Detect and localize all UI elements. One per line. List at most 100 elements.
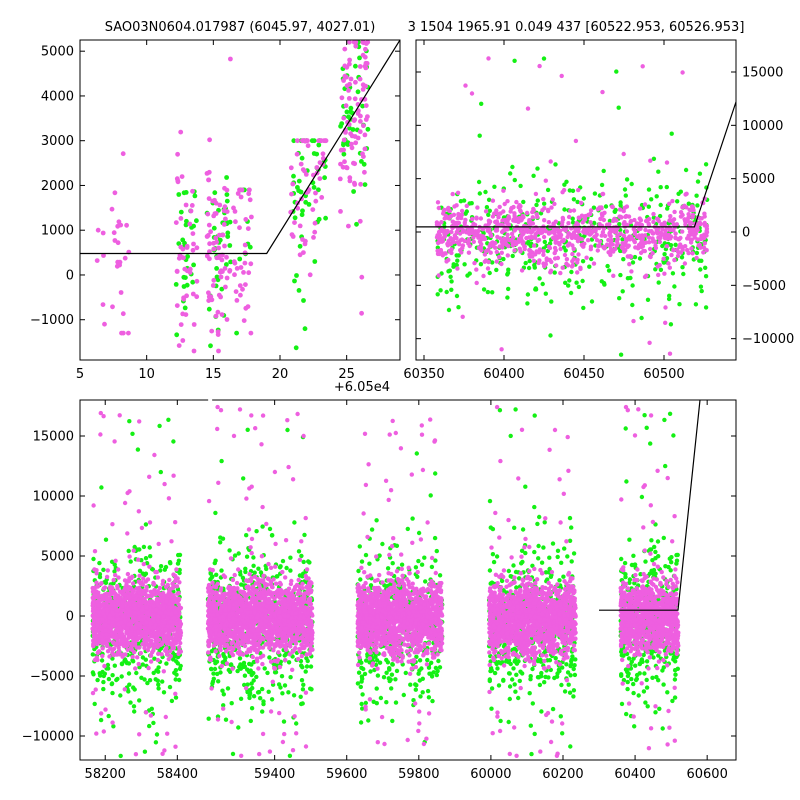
pink-point xyxy=(136,661,141,667)
pink-point xyxy=(642,274,648,280)
pink-point xyxy=(618,231,623,236)
green-point xyxy=(355,89,361,95)
green-point xyxy=(438,288,443,293)
pink-point xyxy=(174,567,179,572)
pink-point xyxy=(512,213,517,219)
pink-point xyxy=(160,751,165,756)
pink-point xyxy=(524,210,530,216)
green-point xyxy=(280,558,286,564)
pink-point xyxy=(667,351,673,356)
pink-point xyxy=(322,138,328,144)
pink-point xyxy=(320,156,326,161)
pink-point xyxy=(689,204,695,209)
y-tick-label: −10000 xyxy=(742,332,794,347)
pink-point xyxy=(347,175,353,181)
pink-point xyxy=(339,95,345,101)
pink-point xyxy=(173,595,178,601)
pink-point xyxy=(567,241,572,246)
pink-point xyxy=(506,214,511,219)
y-tick-label: 2000 xyxy=(41,179,74,194)
pink-point xyxy=(672,209,677,215)
pink-point xyxy=(161,594,166,599)
pink-point xyxy=(445,228,450,234)
pink-point xyxy=(337,176,343,182)
pink-point xyxy=(310,207,316,213)
green-point xyxy=(291,693,297,698)
left-title: SAO03N0604.017987 (6045.97, 4027.01) xyxy=(105,20,376,35)
pink-point xyxy=(110,522,115,527)
pink-point xyxy=(600,89,605,95)
green-point xyxy=(448,274,453,279)
green-point xyxy=(300,687,306,692)
pink-point xyxy=(233,219,238,225)
pink-point xyxy=(474,216,479,221)
pink-point xyxy=(594,238,600,243)
pink-point xyxy=(566,214,572,220)
green-point xyxy=(537,276,542,281)
green-point xyxy=(591,205,597,210)
pink-point xyxy=(657,262,662,268)
axes-frame xyxy=(79,39,401,361)
pink-point xyxy=(347,61,352,67)
pink-point xyxy=(673,231,678,236)
green-point xyxy=(694,193,699,198)
pink-point xyxy=(286,586,292,591)
pink-point xyxy=(147,625,153,630)
pink-point xyxy=(480,227,486,232)
pink-point xyxy=(669,252,674,258)
pink-point xyxy=(156,614,161,620)
green-point xyxy=(323,215,328,221)
y-tick-label: 5000 xyxy=(41,45,74,60)
green-point xyxy=(669,131,674,136)
green-point xyxy=(251,555,256,560)
pink-point xyxy=(494,249,499,255)
pink-point xyxy=(173,520,178,525)
green-point xyxy=(518,183,523,189)
pink-point xyxy=(181,296,187,302)
green-point xyxy=(177,677,182,683)
pink-point xyxy=(100,653,105,659)
x-tick-label: 60350 xyxy=(403,367,444,382)
pink-point xyxy=(224,254,229,260)
pink-point xyxy=(290,234,296,239)
green-point xyxy=(541,56,547,61)
green-point xyxy=(570,188,576,193)
pink-point xyxy=(494,259,499,264)
green-point xyxy=(681,271,686,277)
x-tick-label: 25 xyxy=(338,367,355,382)
pink-point xyxy=(94,655,100,660)
pink-point xyxy=(560,265,565,270)
pink-point xyxy=(535,214,540,220)
green-point xyxy=(618,200,623,205)
green-point xyxy=(181,274,187,280)
pink-point xyxy=(684,191,689,196)
green-point xyxy=(206,716,211,721)
pink-point xyxy=(248,545,253,550)
green-point xyxy=(542,239,547,245)
pink-point xyxy=(206,177,211,183)
pink-point xyxy=(126,594,132,600)
pink-point xyxy=(550,229,555,234)
green-point xyxy=(353,63,358,69)
pink-point xyxy=(608,246,614,252)
pink-point xyxy=(178,322,184,327)
green-point xyxy=(679,255,685,260)
pink-point xyxy=(122,255,128,261)
pink-point xyxy=(486,218,492,223)
green-point xyxy=(224,175,230,180)
green-point xyxy=(299,663,304,668)
pink-point xyxy=(608,234,613,239)
green-point xyxy=(570,216,575,221)
green-point xyxy=(288,568,293,573)
panel-0: 5 10 15 20 25−1000010002000300040005000+6.05… xyxy=(30,39,401,395)
pink-point xyxy=(118,626,123,631)
pink-point xyxy=(139,613,145,618)
pink-point xyxy=(219,312,225,317)
pink-point xyxy=(346,96,352,101)
pink-point xyxy=(588,220,593,225)
green-point xyxy=(224,198,230,204)
green-point xyxy=(298,189,304,195)
green-point xyxy=(651,156,657,161)
pink-point xyxy=(90,601,96,606)
pink-point xyxy=(448,214,454,219)
